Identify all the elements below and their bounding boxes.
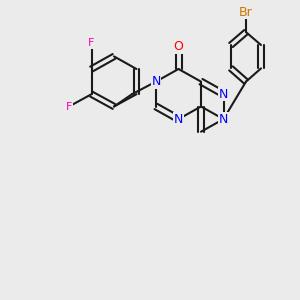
Text: Br: Br [239,5,253,19]
Text: N: N [219,88,228,101]
Text: N: N [151,75,161,88]
Text: N: N [174,112,183,126]
Text: O: O [174,40,183,53]
Text: N: N [219,112,228,126]
Text: F: F [66,101,72,112]
Text: F: F [88,38,95,49]
